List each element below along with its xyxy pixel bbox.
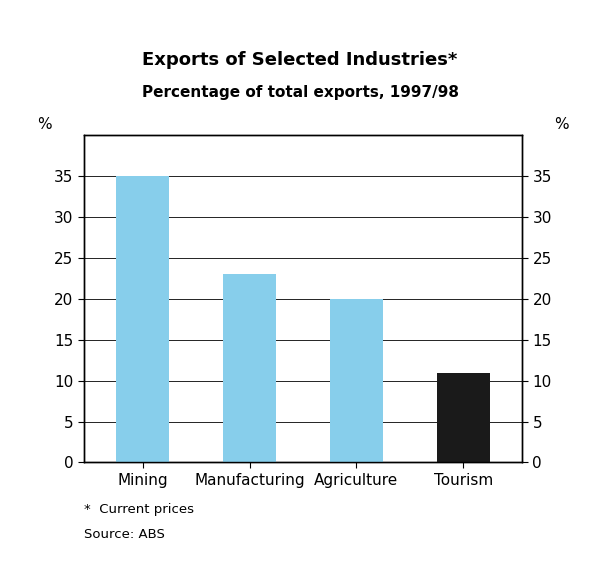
Text: %: % (554, 117, 569, 132)
Text: Exports of Selected Industries*: Exports of Selected Industries* (142, 51, 458, 69)
Bar (437, 373, 490, 462)
Text: *  Current prices: * Current prices (84, 503, 194, 516)
Bar (330, 299, 383, 462)
Text: Source: ABS: Source: ABS (84, 528, 165, 541)
Bar (223, 275, 276, 462)
Text: %: % (37, 117, 52, 132)
Bar (116, 176, 169, 462)
Text: Percentage of total exports, 1997/98: Percentage of total exports, 1997/98 (142, 85, 458, 100)
